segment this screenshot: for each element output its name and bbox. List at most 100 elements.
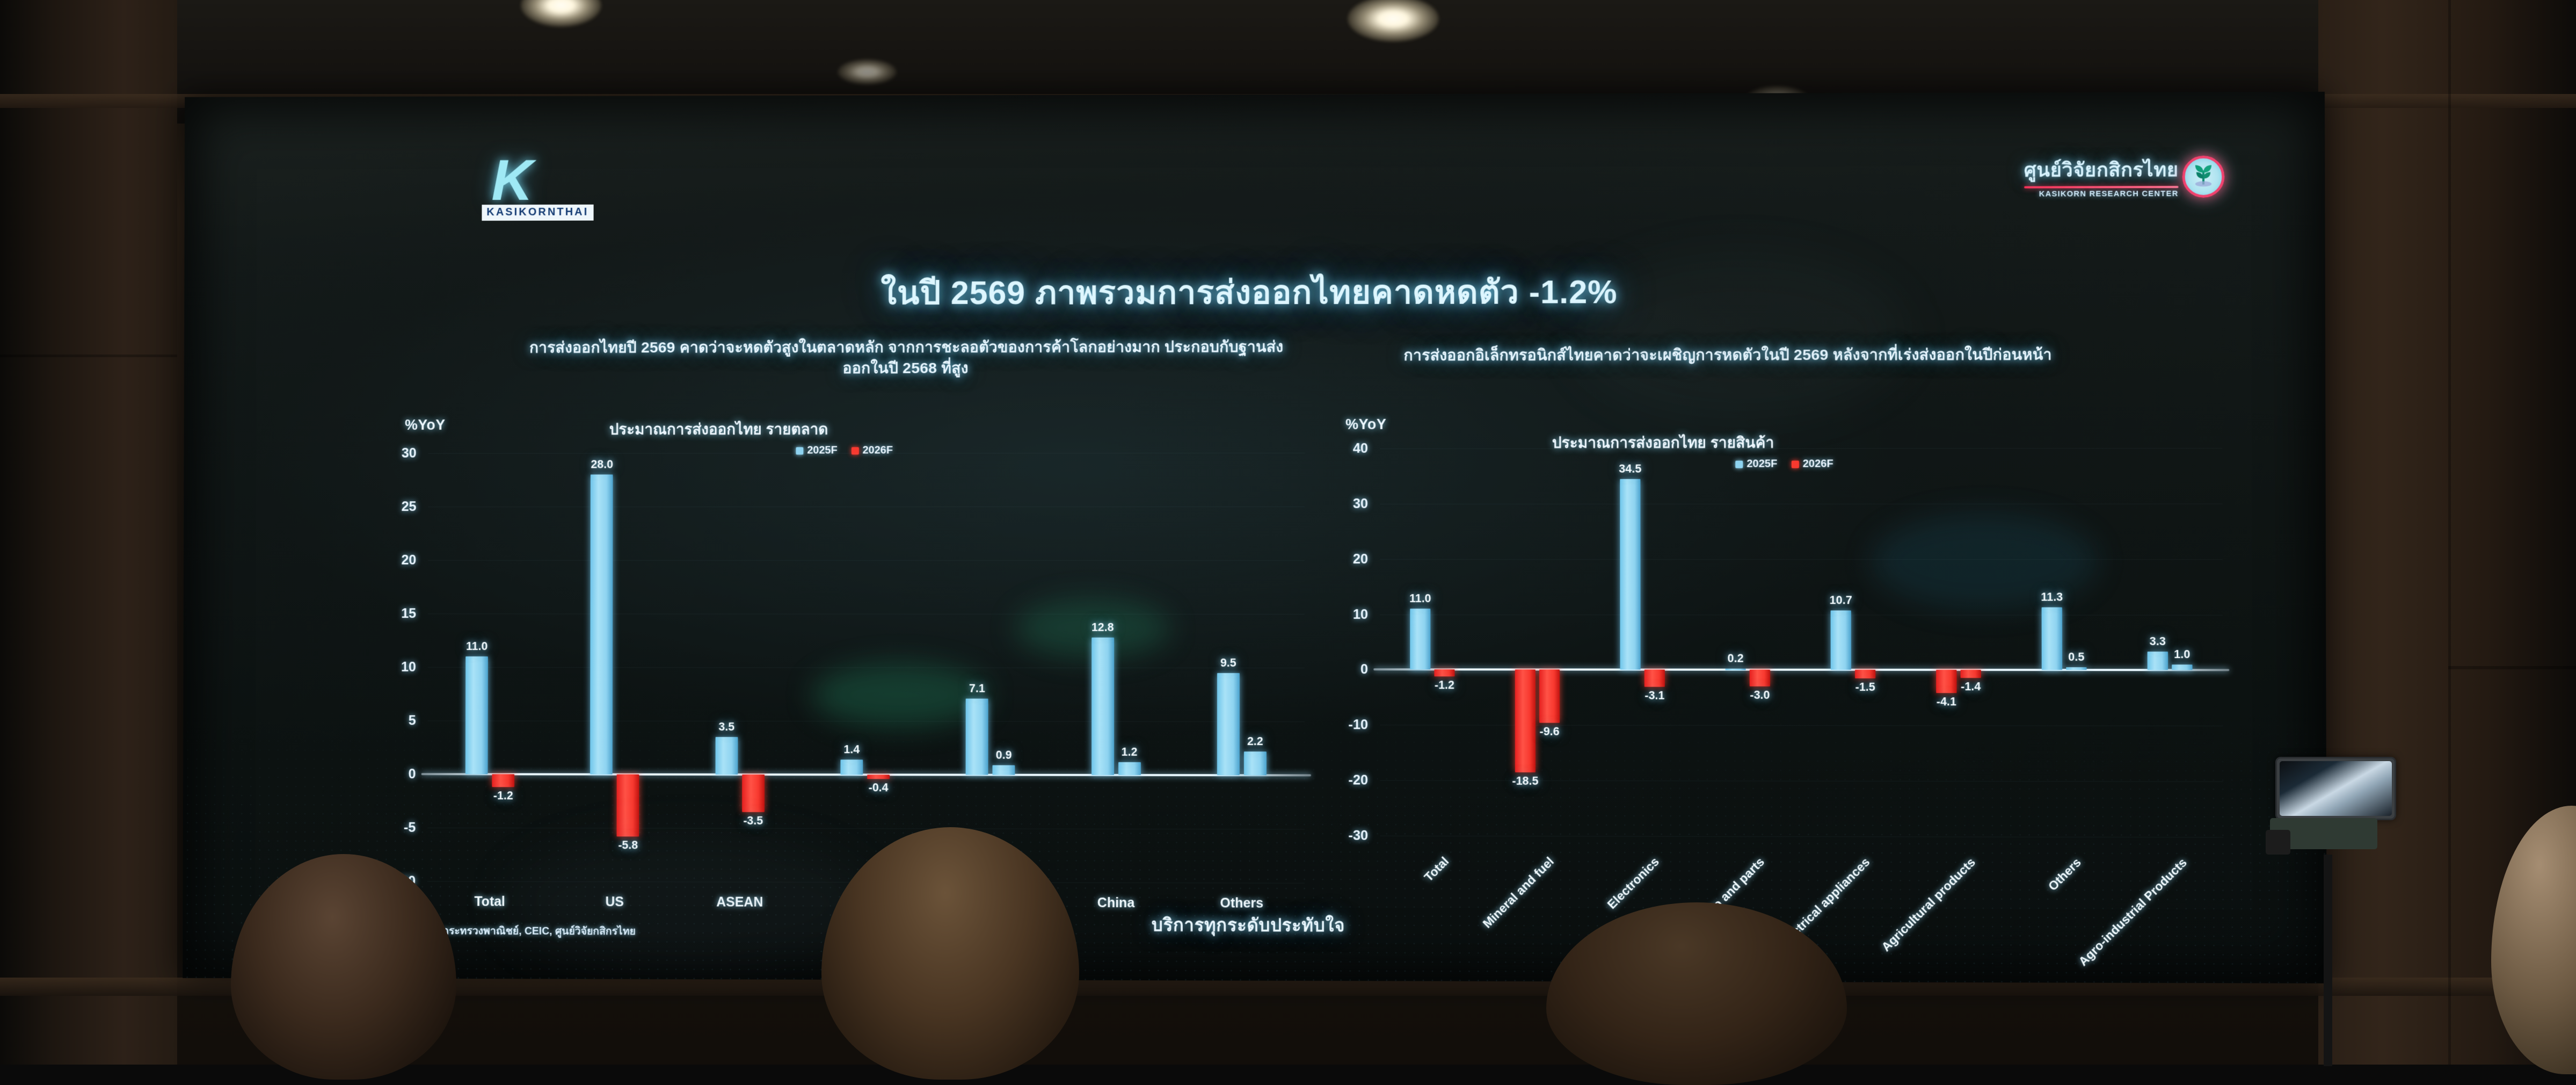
y-axis-tick: 25: [401, 499, 416, 515]
bar-2026f-asean: [742, 775, 765, 812]
bar-value-label: 3.3: [2150, 635, 2166, 648]
chart-exports-by-product: %YoY ประมาณการส่งออกไทย รายสินค้า 2025F …: [1326, 416, 2277, 935]
y-axis-tick: -30: [1348, 828, 1368, 843]
zero-axis-line: [1373, 669, 2229, 671]
x-axis-label: Electronics: [1604, 855, 1662, 912]
bar-2025f-eu: [966, 699, 988, 775]
x-axis-label: Others: [1220, 895, 1263, 911]
bar-2025f-japan: [840, 760, 863, 775]
bar-value-label: 1.4: [843, 743, 860, 756]
slide-tagline: บริการทุกระดับประทับใจ: [183, 908, 2326, 942]
left-chart-title: ประมาณการส่งออกไทย รายตลาด: [609, 418, 828, 442]
presentation-screen: K KASIKORNTHAI ศูนย์วิจัยกสิกรไทย KASIKO…: [183, 92, 2327, 983]
bar-2025f-others: [2042, 607, 2063, 670]
wheat-leaf-icon: [2191, 162, 2216, 189]
y-axis-tick: 20: [1353, 551, 1368, 567]
subhead-right: การส่งออกอิเล็กทรอนิกส์ไทยคาดว่าจะเผชิญก…: [1337, 344, 2119, 366]
bar-value-label: -3.1: [1644, 689, 1664, 703]
y-axis-tick: 30: [1353, 496, 1368, 511]
bar-value-label: 11.3: [2041, 591, 2063, 604]
bar-value-label: -1.2: [1435, 678, 1454, 692]
bar-value-label: 9.5: [1220, 656, 1236, 670]
bar-value-label: 11.0: [1409, 592, 1431, 605]
bar-value-label: 11.0: [466, 640, 487, 653]
bar-value-label: 10.7: [1830, 594, 1852, 607]
gridline: [427, 828, 1305, 830]
recording-tripod: [2250, 749, 2400, 1066]
gridline: [428, 560, 1305, 561]
gridline: [1380, 725, 2223, 727]
y-axis-tick: -5: [404, 820, 416, 835]
ceiling-light: [838, 59, 897, 85]
bar-value-label: -18.5: [1512, 775, 1538, 788]
bar-value-label: 34.5: [1619, 462, 1641, 475]
bar-value-label: 12.8: [1091, 621, 1114, 634]
gridline: [428, 721, 1305, 722]
bar-value-label: 7.1: [969, 682, 985, 696]
y-axis-tick: 5: [409, 713, 416, 728]
wall-left: [0, 0, 177, 1065]
bar-2026f-agro-industrial-products: [2172, 664, 2192, 670]
y-axis-tick: 0: [409, 766, 416, 782]
slide-title: ในปี 2569 ภาพรวมการส่งออกไทยคาดหดตัว -1.…: [184, 264, 2325, 319]
bar-value-label: 3.5: [718, 720, 734, 734]
bar-2025f-agro-industrial-products: [2148, 652, 2168, 670]
x-axis-label: US: [606, 894, 624, 910]
bar-value-label: 0.5: [2068, 650, 2084, 664]
bar-2025f-total: [465, 656, 488, 774]
y-axis-tick: 10: [1353, 606, 1368, 622]
bar-2026f-others: [2066, 667, 2086, 670]
gridline: [428, 613, 1305, 614]
gridline: [428, 453, 1305, 454]
gridline: [428, 667, 1305, 668]
bar-value-label: -3.0: [1750, 689, 1770, 702]
y-axis-tick: 10: [401, 659, 416, 675]
bar-value-label: 0.2: [1728, 652, 1744, 666]
y-axis-tick: -10: [1348, 717, 1368, 733]
zero-axis-line: [421, 773, 1312, 776]
bar-2026f-total: [1434, 670, 1454, 676]
y-axis-tick: -20: [1348, 772, 1368, 788]
bar-2025f-auto-and-parts: [1726, 669, 1746, 670]
bar-2025f-electronics: [1620, 479, 1640, 670]
gridline: [1380, 780, 2223, 782]
bar-2026f-auto-and-parts: [1750, 670, 1770, 686]
smartphone-recording[interactable]: [2275, 757, 2396, 820]
wall-panel-seam: [0, 355, 177, 357]
bar-2026f-eu: [993, 765, 1015, 775]
bar-2025f-electrical-appliances: [1831, 611, 1851, 670]
x-axis-label: Total: [1421, 854, 1452, 885]
bar-2026f-electronics: [1644, 670, 1665, 687]
right-axis-unit-label: %YoY: [1345, 416, 1386, 433]
x-axis-label: China: [1097, 895, 1134, 911]
y-axis-tick: 15: [401, 606, 416, 621]
kasikornthai-logo: K KASIKORNTHAI: [482, 157, 604, 222]
bar-2026f-electrical-appliances: [1855, 670, 1875, 678]
bar-value-label: -1.4: [1961, 680, 1981, 693]
bar-2025f-others: [1217, 673, 1240, 775]
bar-2025f-asean: [715, 737, 738, 775]
krc-divider: [2024, 186, 2179, 189]
bar-value-label: -1.2: [493, 789, 513, 802]
bar-value-label: -3.5: [743, 814, 763, 828]
gridline: [1380, 614, 2223, 616]
kasikorn-research-center-logo: ศูนย์วิจัยกสิกรไทย KASIKORN RESEARCH CEN…: [2024, 154, 2179, 199]
x-axis-label: ASEAN: [716, 895, 763, 910]
bar-2026f-us: [617, 775, 639, 837]
bar-value-label: -5.8: [618, 838, 638, 852]
bar-2026f-agricultural-products: [1960, 670, 1981, 677]
krc-thai-name: ศูนย์วิจัยกสิกรไทย: [2024, 154, 2179, 185]
x-axis-label: Total: [474, 894, 505, 910]
wall-panel-seam: [2448, 0, 2451, 1065]
bar-value-label: -9.6: [1539, 725, 1559, 739]
phone-screen-preview: [2280, 761, 2392, 816]
bar-value-label: -1.5: [1855, 681, 1875, 694]
bar-2026f-china: [1118, 762, 1141, 775]
y-axis-tick: 30: [402, 445, 417, 461]
bar-value-label: -0.4: [869, 781, 889, 794]
bar-value-label: -4.1: [1937, 695, 1956, 708]
bar-2025f-us: [590, 474, 613, 774]
gridline: [1380, 836, 2223, 838]
